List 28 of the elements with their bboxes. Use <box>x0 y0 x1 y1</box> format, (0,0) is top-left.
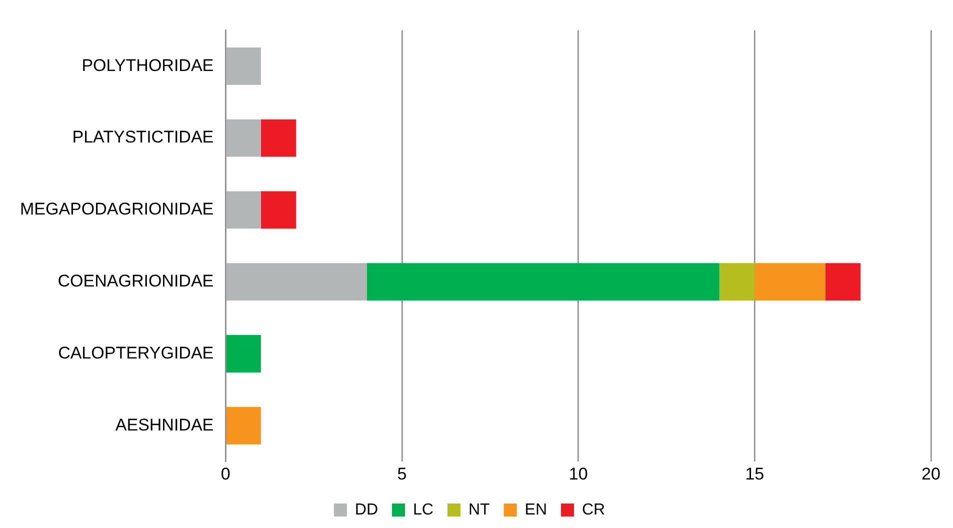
bar <box>260 119 296 157</box>
x-tick-label: 15 <box>745 464 764 484</box>
bar <box>719 263 755 301</box>
bar <box>226 191 261 229</box>
bar <box>754 263 826 301</box>
y-tick-label: MEGAPODAGRIONIDAE <box>20 200 214 219</box>
legend-label: EN <box>524 501 548 518</box>
bar <box>226 406 261 444</box>
y-tick-label: POLYTHORIDAE <box>82 56 214 75</box>
y-tick-label: CALOPTERYGIDAE <box>58 343 214 362</box>
x-tick-label: 20 <box>922 464 940 484</box>
bar <box>226 263 367 301</box>
bar <box>260 191 296 229</box>
bar <box>226 335 261 372</box>
bar <box>226 47 261 85</box>
y-tick-label: COENAGRIONIDAE <box>58 272 214 291</box>
bar <box>226 119 261 157</box>
x-tick-label: 5 <box>397 464 407 484</box>
x-tick-label: 10 <box>568 464 588 484</box>
bar <box>825 263 860 301</box>
y-tick-label: AESHNIDAE <box>115 415 214 434</box>
legend-label: LC <box>412 501 434 518</box>
legend-label: DD <box>354 501 378 518</box>
y-tick-label: PLATYSTICTIDAE <box>72 128 214 147</box>
legend-label: NT <box>468 501 490 518</box>
legend-label: CR <box>582 501 606 518</box>
bar <box>366 263 720 301</box>
x-tick-label: 0 <box>220 464 230 484</box>
